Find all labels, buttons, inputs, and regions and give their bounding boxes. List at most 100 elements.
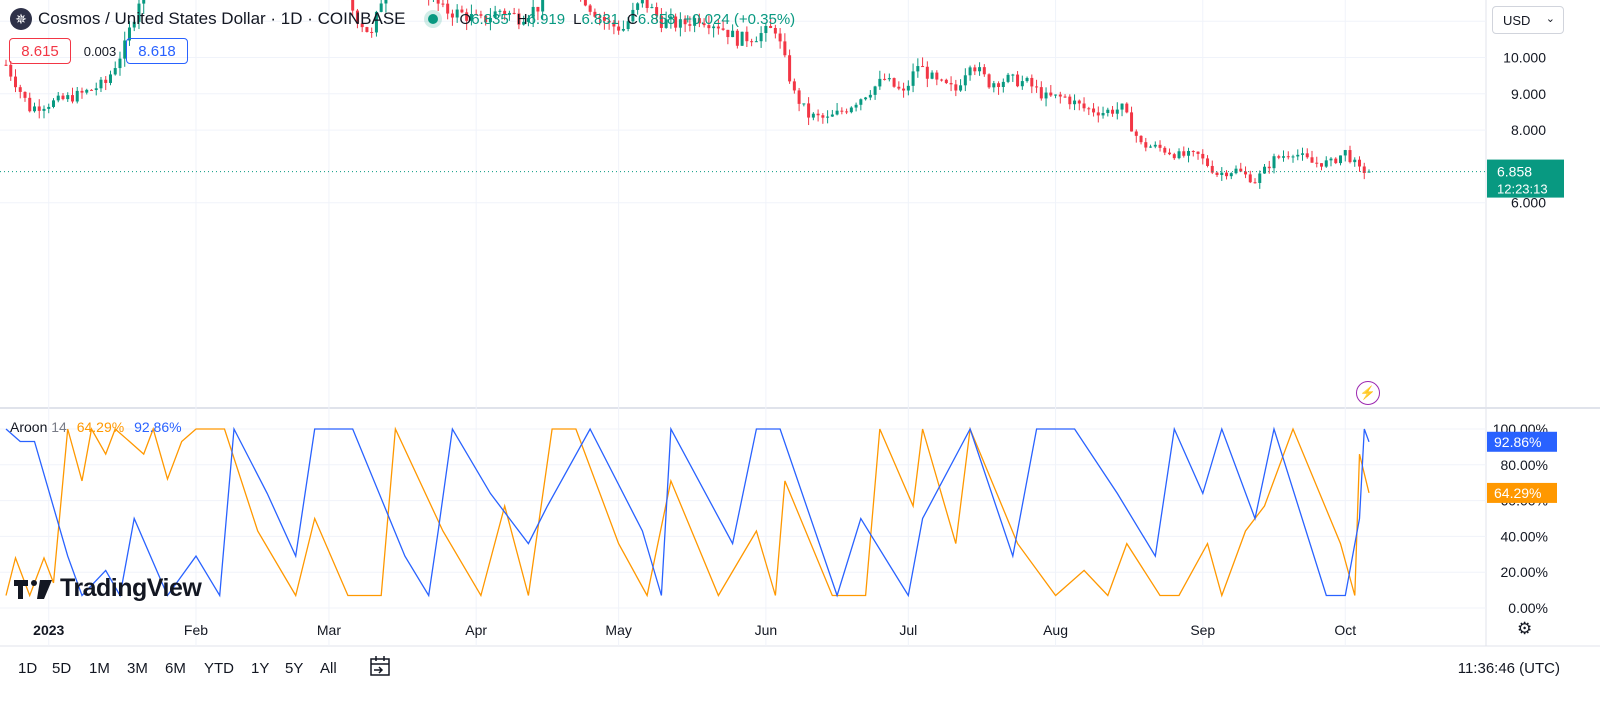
candle-body [883,78,887,80]
close-label: C [627,10,638,28]
high-value: 6.919 [527,10,566,28]
candle-body [80,90,84,93]
lightning-icon[interactable]: ⚡ [1356,381,1380,405]
candle-body [740,31,744,46]
candle-body [536,6,540,12]
candle-body [906,85,910,91]
candle-body [940,79,944,81]
range-1d[interactable]: 1D [18,660,38,677]
candle-body [51,100,55,107]
currency-select[interactable]: USD ⌄ [1492,6,1564,34]
aroon-legend[interactable]: Aroon 14 64.29% 92.86% [10,419,182,435]
gear-icon[interactable]: ⚙ [1517,619,1533,638]
candle-body [1334,158,1338,164]
candle-body [868,94,872,98]
candle-body [1049,92,1053,96]
aroon-down-tag [1487,431,1557,452]
symbol-title[interactable]: Cosmos / United States Dollar · 1D · COI… [38,9,406,28]
range-5d[interactable]: 5D [52,660,72,677]
candle-body [365,27,369,32]
time-tick-label: Apr [465,622,487,638]
candle-body [132,21,136,28]
candle-body [9,64,13,77]
aroon-down-line [5,426,1370,598]
candle-body [935,72,939,80]
candle-body [450,13,454,18]
range-3m[interactable]: 3M [127,660,148,677]
candle-body [1115,109,1119,114]
currency-value: USD [1503,12,1531,28]
candle-body [1339,155,1343,164]
candle-body [1134,131,1138,136]
price-candles [4,0,1371,189]
candle-body [1030,77,1034,87]
candle-body [1111,109,1115,114]
range-1m[interactable]: 1M [89,660,110,677]
buy-button[interactable]: 8.618 [126,38,188,64]
candle-body [441,3,445,5]
candle-body [4,64,8,66]
range-5y[interactable]: 5Y [285,660,304,677]
candle-body [778,33,782,42]
range-ytd[interactable]: YTD [204,660,234,677]
candle-body [678,19,682,28]
candle-body [1144,142,1148,148]
candle-body [94,88,98,91]
candle-body [1277,156,1281,158]
candle-body [1301,153,1305,155]
candle-body [854,104,858,108]
date-range-calendar-icon[interactable] [368,656,392,678]
candle-body [1272,156,1276,169]
candle-body [1011,74,1015,76]
candle-body [1082,103,1086,109]
candle-body [1001,81,1005,88]
aroon-tick-label: 20.00% [1501,564,1548,580]
range-all[interactable]: All [320,660,337,677]
candle-body [769,25,773,29]
candle-body [826,116,830,118]
candle-body [13,76,17,88]
aroon-length: 14 [51,419,67,435]
candle-body [902,88,906,91]
aroon-up-line [5,426,1370,598]
range-6m[interactable]: 6M [165,660,186,677]
candle-body [23,91,27,98]
candle-body [460,9,464,13]
candle-body [1073,100,1077,105]
last-price-label: 6.858 [1497,164,1532,180]
candle-body [697,18,701,24]
candle-body [384,0,388,4]
time-tick-label: Oct [1334,622,1356,638]
candle-body [474,13,478,15]
candle-body [621,28,625,31]
candle-body [374,11,378,33]
range-1y[interactable]: 1Y [251,660,270,677]
candle-body [636,3,640,10]
candle-body [845,111,849,113]
aroon-tick-label: 40.00% [1501,528,1548,544]
candle-body [498,10,502,12]
time-tick-label: May [605,622,631,638]
candle-body [351,0,355,11]
aroon-up-value: 64.29% [76,419,125,435]
candle-body [370,31,374,33]
candle-body [56,95,60,101]
candle-body [89,89,93,91]
utc-clock[interactable]: 11:36:46 (UTC) [1457,660,1560,677]
time-tick-label: Mar [317,622,341,638]
sell-button[interactable]: 8.615 [9,38,71,64]
candle-body [626,21,630,29]
price-tick-label: 9.000 [1511,86,1546,102]
candle-body [835,110,839,115]
price-tick-label: 8.000 [1511,122,1546,138]
candle-body [1153,144,1157,147]
candle-body [887,78,891,80]
candle-body [1248,174,1252,183]
candle-body [897,86,901,89]
candle-body [1130,112,1134,132]
aroon-down-tag-label: 92.86% [1494,434,1541,450]
candle-body [598,16,602,18]
candle-body [878,78,882,87]
open-value: 6.835 [471,10,509,28]
